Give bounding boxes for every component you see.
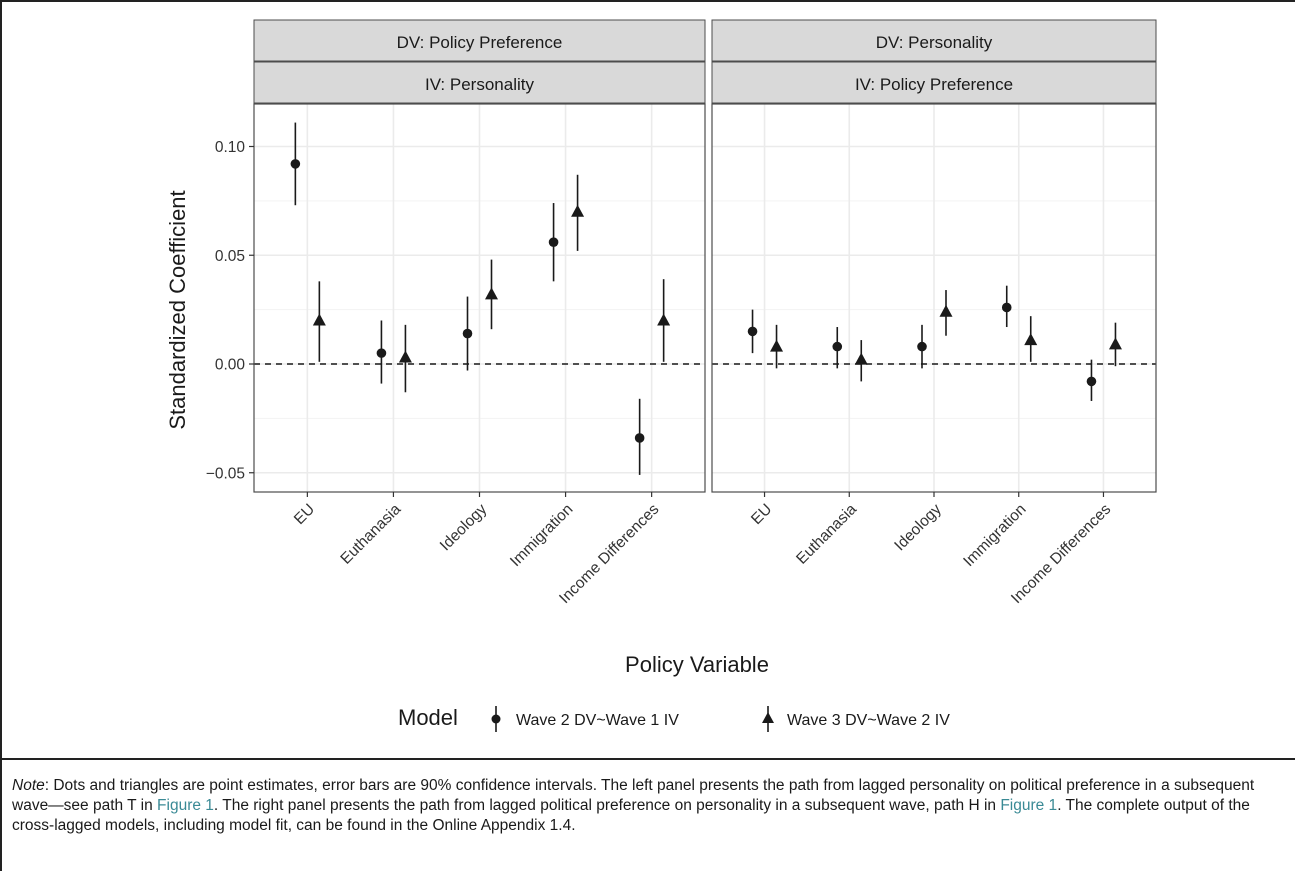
facet-strip-bottom-bg [253, 61, 706, 104]
facet-strip-bottom-bg [711, 61, 1157, 104]
x-tick-label: Immigration [507, 501, 576, 570]
note-text-3: . The complete output of the cross-lagge… [12, 797, 1250, 834]
facet-strip-bottom-label: IV: Personality [425, 75, 534, 94]
y-tick-label: 0.10 [215, 139, 246, 156]
left-frame-line [0, 0, 2, 871]
point-estimate-circle [376, 348, 387, 358]
point-estimate-triangle [571, 204, 585, 217]
y-tick-label: 0.00 [215, 357, 246, 374]
x-tick-label: Euthanasia [793, 501, 860, 568]
note-label: Note [12, 777, 45, 794]
legend-label-wave2: Wave 2 DV~Wave 1 IV [516, 712, 679, 729]
point-estimate-circle [917, 341, 927, 352]
legend-title: Model [398, 705, 458, 730]
x-tick-label: EU [291, 501, 318, 528]
x-tick-label: Ideology [437, 501, 491, 555]
point-estimate-triangle [854, 352, 868, 365]
point-estimate-circle [548, 237, 559, 247]
point-estimate-triangle [939, 304, 953, 317]
legend-key-circle [491, 706, 501, 732]
point-estimate-circle [290, 159, 301, 169]
note-text-1: : Dots and triangles are point estimates… [12, 777, 1255, 814]
facet-strip-top-label: DV: Personality [876, 33, 993, 52]
figure-1-link-second[interactable]: Figure 1 [1000, 797, 1058, 814]
point-estimate-triangle [1024, 333, 1038, 346]
facet-strip-top-bg [253, 19, 706, 62]
point-estimate-triangle [312, 313, 326, 326]
x-tick-label: Ideology [891, 501, 945, 555]
point-estimate-circle [1086, 376, 1097, 387]
x-tick-label: Immigration [960, 501, 1029, 570]
x-tick-label: EU [748, 501, 775, 528]
point-estimate-circle [832, 341, 843, 352]
point-estimate-triangle [1108, 337, 1122, 350]
chart-panels: DV: Policy Preference IV: Personality EU Eu… [206, 19, 1157, 607]
facet-strip-top-bg [711, 19, 1157, 62]
y-axis-title: Standardized Coefficient [165, 190, 190, 429]
panel-2: DV: Personality IV: Policy Preference EU Eu… [711, 19, 1157, 607]
legend-key-triangle [762, 706, 774, 732]
figure-chart: Standardized Coefficient Policy Variable… [0, 0, 1295, 760]
facet-strip-bottom-label: IV: Policy Preference [855, 75, 1013, 94]
y-tick-label: 0.05 [215, 248, 245, 265]
point-estimate-circle [634, 433, 645, 443]
figure-1-link[interactable]: Figure 1 [157, 797, 214, 814]
point-estimate-triangle [485, 287, 498, 300]
point-estimate-circle [747, 326, 758, 337]
point-estimate-circle [1001, 302, 1012, 313]
x-axis-title: Policy Variable [625, 652, 769, 677]
point-estimate-triangle [398, 350, 412, 363]
point-estimate-circle [462, 328, 473, 339]
legend: Model Wave 2 DV~Wave 1 IV Wave 3 DV~Wave… [398, 705, 950, 732]
y-tick-label: −0.05 [206, 465, 245, 482]
point-estimate-triangle [657, 313, 671, 326]
note-text-2: . The right panel presents the path from… [213, 797, 1001, 814]
legend-label-wave3: Wave 3 DV~Wave 2 IV [787, 712, 950, 729]
figure-note: Note: Dots and triangles are point estim… [12, 776, 1282, 836]
x-tick-label: Euthanasia [337, 501, 404, 568]
facet-strip-top-label: DV: Policy Preference [397, 33, 563, 52]
panel-1: DV: Policy Preference IV: Personality EU Eu… [206, 19, 706, 607]
point-estimate-triangle [770, 339, 784, 352]
